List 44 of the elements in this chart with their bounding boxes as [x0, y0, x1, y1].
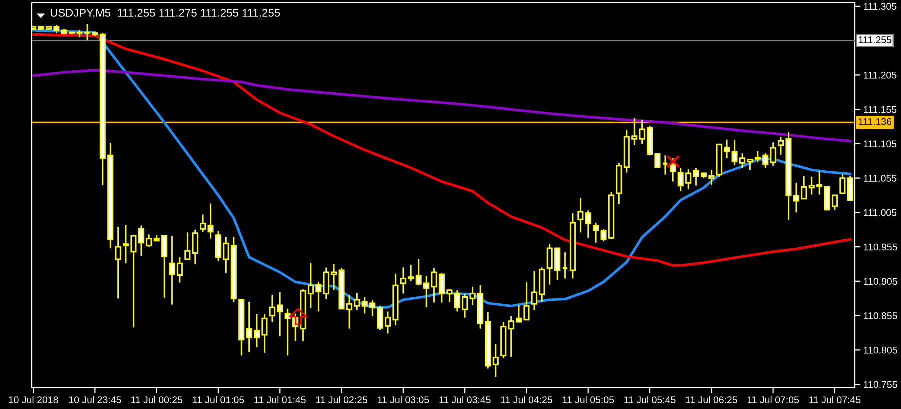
x-tick-label: 11 Jul 05:05 — [562, 396, 614, 404]
y-tick-label: 110.905 — [864, 278, 898, 286]
chart-title: USDJPY,M5 111.255 111.275 111.255 111.255 — [50, 9, 280, 18]
candlestick — [578, 198, 584, 234]
candlestick — [208, 203, 214, 240]
x-tick-label: 11 Jul 01:05 — [193, 396, 244, 404]
candlestick — [492, 343, 499, 378]
x-tick-label: 10 Jul 23:45 — [69, 396, 122, 404]
candlestick — [192, 229, 198, 265]
x-tick-label: 11 Jul 00:25 — [131, 396, 183, 404]
line-series — [32, 69, 852, 142]
x-tick-label: 11 Jul 06:25 — [686, 396, 738, 404]
y-tick-label: 110.855 — [864, 312, 898, 320]
x-tick-label: 11 Jul 03:45 — [440, 396, 491, 404]
y-tick-label: 110.755 — [864, 381, 898, 388]
ref-line-label: 111.255 — [859, 36, 892, 44]
candlestick — [662, 154, 669, 176]
y-tick-label: 110.805 — [864, 346, 898, 354]
candlestick — [840, 173, 846, 194]
x-tick-label: 11 Jul 01:45 — [254, 396, 306, 404]
x-tick-label: 11 Jul 04:25 — [501, 396, 552, 404]
x-tick-label: 11 Jul 07:05 — [748, 396, 800, 404]
candlestick — [593, 222, 600, 244]
candlestick — [670, 158, 676, 182]
candlestick — [184, 232, 191, 260]
x-tick-label: 11 Jul 05:45 — [624, 396, 676, 404]
candlestick — [770, 142, 776, 167]
y-tick-label: 111.055 — [864, 175, 897, 182]
line-series — [32, 29, 852, 309]
x-tick-label: 11 Jul 07:45 — [810, 396, 861, 404]
candlestick — [115, 226, 122, 300]
x-tick-label: 10 Jul 2018 — [9, 396, 58, 404]
candlestick — [585, 210, 592, 239]
y-tick-label: 111.105 — [864, 140, 897, 148]
x-tick-label: 11 Jul 02:25 — [316, 396, 368, 404]
x-tick-label: 11 Jul 03:05 — [378, 396, 430, 404]
y-tick-label: 111.005 — [864, 209, 897, 216]
y-tick-label: 111.205 — [864, 72, 897, 79]
y-tick-label: 111.305 — [864, 3, 897, 10]
line-series — [32, 33, 852, 267]
ref-line-label: 111.136 — [859, 118, 892, 126]
y-tick-label: 110.955 — [864, 244, 898, 251]
y-tick-label: 111.155 — [864, 106, 897, 114]
candlestick — [200, 214, 206, 233]
